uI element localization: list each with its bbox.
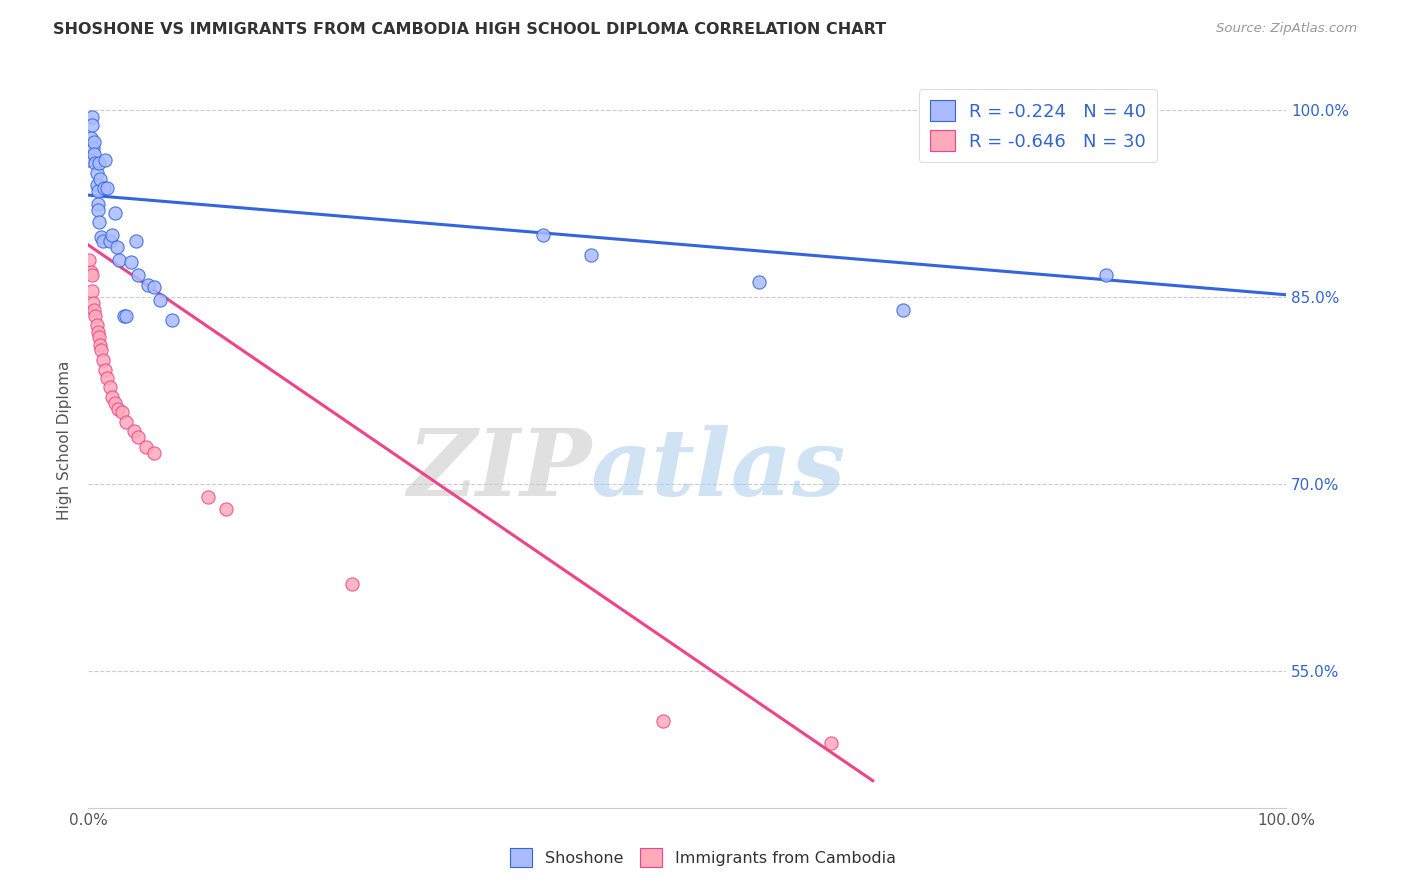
Point	[160, 312, 183, 326]
Point	[103, 205, 125, 219]
Point	[86, 178, 108, 193]
Point	[96, 180, 118, 194]
Point	[652, 714, 675, 728]
Point	[101, 227, 124, 242]
Point	[79, 130, 101, 145]
Text: atlas: atlas	[592, 425, 846, 515]
Point	[98, 234, 121, 248]
Point	[93, 180, 115, 194]
Point	[80, 110, 103, 124]
Point	[197, 490, 219, 504]
Text: ZIP: ZIP	[406, 425, 592, 515]
Point	[83, 302, 105, 317]
Y-axis label: High School Diploma: High School Diploma	[58, 361, 72, 520]
Point	[89, 337, 111, 351]
Point	[820, 736, 842, 750]
Point	[105, 240, 128, 254]
Point	[143, 280, 166, 294]
Point	[748, 275, 770, 289]
Point	[111, 405, 134, 419]
Point	[87, 185, 110, 199]
Point	[125, 234, 148, 248]
Point	[122, 424, 145, 438]
Point	[108, 252, 131, 267]
Point	[891, 302, 914, 317]
Point	[112, 309, 135, 323]
Point	[79, 265, 101, 279]
Point	[89, 172, 111, 186]
Point	[84, 309, 107, 323]
Point	[531, 227, 554, 242]
Point	[79, 252, 101, 267]
Point	[136, 277, 159, 292]
Legend: R = -0.224   N = 40, R = -0.646   N = 30: R = -0.224 N = 40, R = -0.646 N = 30	[918, 89, 1157, 161]
Point	[80, 118, 103, 132]
Point	[143, 446, 166, 460]
Point	[80, 268, 103, 282]
Point	[340, 576, 363, 591]
Point	[90, 230, 112, 244]
Point	[87, 155, 110, 169]
Point	[94, 153, 117, 168]
Point	[149, 293, 172, 307]
Point	[101, 390, 124, 404]
Point	[581, 248, 603, 262]
Point	[86, 166, 108, 180]
Point	[82, 296, 104, 310]
Point	[83, 135, 105, 149]
Point	[115, 309, 138, 323]
Point	[80, 284, 103, 298]
Point	[94, 362, 117, 376]
Point	[86, 318, 108, 332]
Point	[83, 147, 105, 161]
Point	[87, 325, 110, 339]
Point	[127, 430, 149, 444]
Point	[91, 234, 114, 248]
Point	[90, 343, 112, 357]
Legend: Shoshone, Immigrants from Cambodia: Shoshone, Immigrants from Cambodia	[503, 842, 903, 873]
Point	[87, 330, 110, 344]
Point	[96, 371, 118, 385]
Point	[87, 202, 110, 217]
Point	[82, 141, 104, 155]
Point	[79, 153, 101, 168]
Point	[98, 380, 121, 394]
Point	[115, 415, 138, 429]
Point	[120, 255, 142, 269]
Point	[127, 268, 149, 282]
Point	[135, 440, 157, 454]
Point	[215, 502, 238, 516]
Text: Source: ZipAtlas.com: Source: ZipAtlas.com	[1216, 22, 1357, 36]
Point	[87, 196, 110, 211]
Point	[107, 402, 129, 417]
Point	[91, 352, 114, 367]
Point	[1095, 268, 1118, 282]
Text: SHOSHONE VS IMMIGRANTS FROM CAMBODIA HIGH SCHOOL DIPLOMA CORRELATION CHART: SHOSHONE VS IMMIGRANTS FROM CAMBODIA HIG…	[53, 22, 887, 37]
Point	[84, 155, 107, 169]
Point	[87, 215, 110, 229]
Point	[103, 396, 125, 410]
